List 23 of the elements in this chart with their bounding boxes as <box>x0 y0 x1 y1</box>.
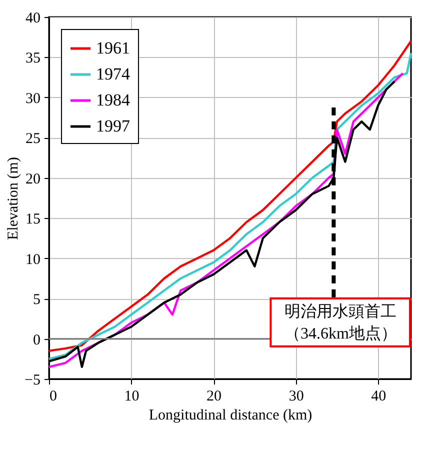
y-tick-label: 5 <box>33 292 40 308</box>
legend-label: 1984 <box>96 90 130 110</box>
y-tick-label: 25 <box>26 131 40 148</box>
x-tick-label: 0 <box>50 388 57 404</box>
y-tick-label: 20 <box>26 171 40 188</box>
y-tick-label: 0 <box>33 332 40 348</box>
legend-label: 1961 <box>96 38 130 58</box>
y-tick-label: 40 <box>26 10 40 26</box>
legend-label: 1974 <box>96 64 130 84</box>
legend-label: 1997 <box>96 116 130 136</box>
y-tick-label: 35 <box>26 50 40 67</box>
y-tick-label: 15 <box>26 212 40 228</box>
annotation: （34.6km地点） <box>284 324 397 342</box>
y-tick-label: 30 <box>26 90 40 107</box>
x-tick-label: 20 <box>206 388 222 404</box>
x-tick-label: 40 <box>371 388 386 404</box>
annotation: 明治用水頭首工 <box>284 302 397 320</box>
x-axis-title: Longitudinal distance (km) <box>148 408 312 424</box>
x-tick-label: 10 <box>124 388 140 404</box>
y-tick-label: 10 <box>26 252 40 268</box>
y-axis-title: Elevation (m) <box>6 157 22 240</box>
x-tick-label: 30 <box>288 388 304 404</box>
y-tick-label: −5 <box>24 372 40 388</box>
